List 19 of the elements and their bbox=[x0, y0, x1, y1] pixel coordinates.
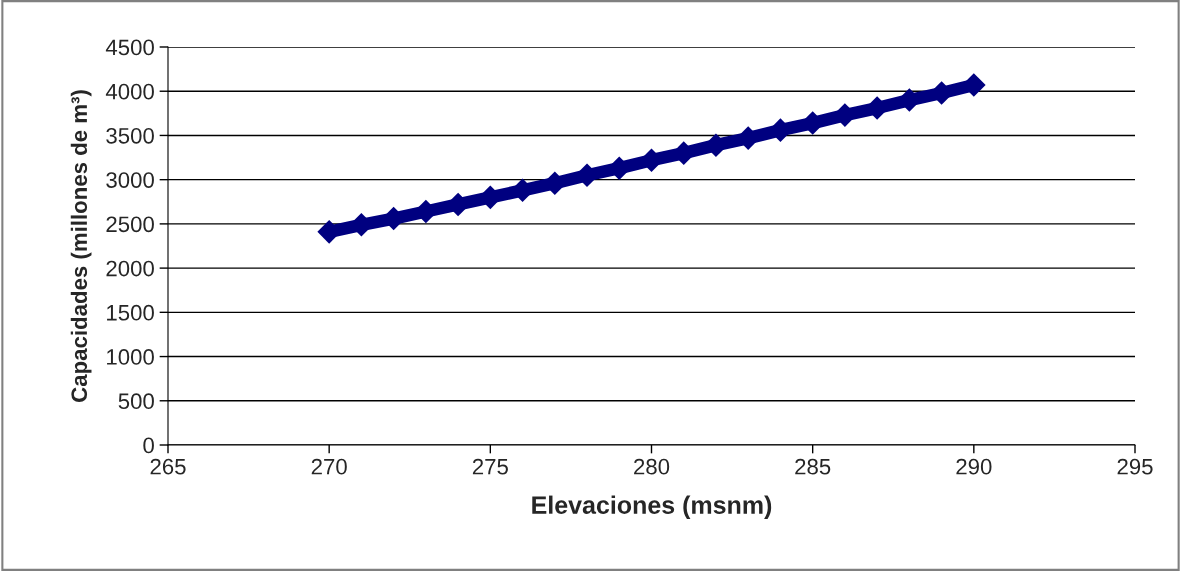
x-axis-title: Elevaciones (msnm) bbox=[532, 495, 772, 519]
y-tick-label: 1500 bbox=[107, 304, 154, 321]
y-tick-label: 3500 bbox=[106, 127, 154, 144]
y-tick-label: 4000 bbox=[105, 83, 154, 100]
y-tick-label: 500 bbox=[118, 393, 154, 410]
x-tick-label: 285 bbox=[795, 458, 831, 475]
x-tick-label: 280 bbox=[634, 458, 670, 475]
y-tick-label: 2000 bbox=[106, 260, 154, 277]
y-axis-title: Capacidades (millones de m³) bbox=[70, 90, 92, 402]
y-tick-label: 4500 bbox=[105, 39, 154, 56]
x-tick-label: 265 bbox=[150, 458, 186, 475]
x-tick-label: 270 bbox=[311, 458, 347, 475]
y-tick-label: 1000 bbox=[107, 349, 154, 365]
x-tick-label: 295 bbox=[1117, 458, 1153, 475]
y-tick-label: 3000 bbox=[106, 172, 154, 188]
y-tick-label: 0 bbox=[143, 437, 154, 454]
x-tick-label: 290 bbox=[956, 458, 992, 475]
y-tick-label: 2500 bbox=[106, 216, 154, 233]
x-tick-label: 275 bbox=[472, 458, 508, 475]
